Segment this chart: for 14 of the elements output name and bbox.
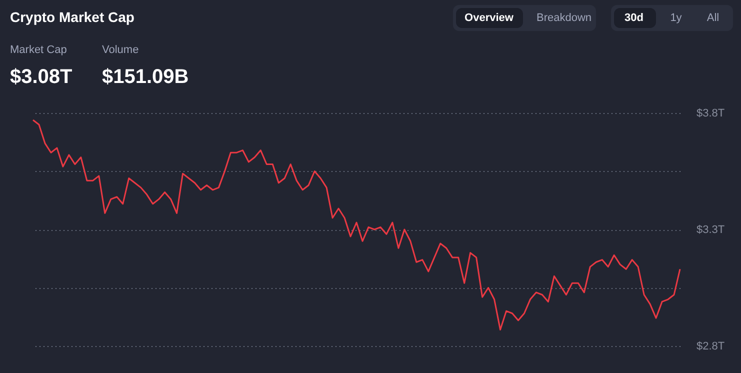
y-tick-label: $3.8T <box>696 108 725 120</box>
line-series <box>32 119 681 330</box>
text: All <box>706 12 720 24</box>
text: Breakdown <box>536 12 592 24</box>
y-tick-label: $2.8T <box>696 340 725 352</box>
text: 1y <box>670 12 682 24</box>
y-tick-label: $3.3T <box>696 224 725 236</box>
text: $151.09B <box>102 66 189 88</box>
text: Market Cap <box>10 44 67 56</box>
text: Overview <box>464 12 514 24</box>
text: 30d <box>624 12 644 24</box>
text: $3.08T <box>10 66 72 88</box>
text: Volume <box>102 44 139 56</box>
chart-title: Crypto Market Cap <box>10 9 134 25</box>
